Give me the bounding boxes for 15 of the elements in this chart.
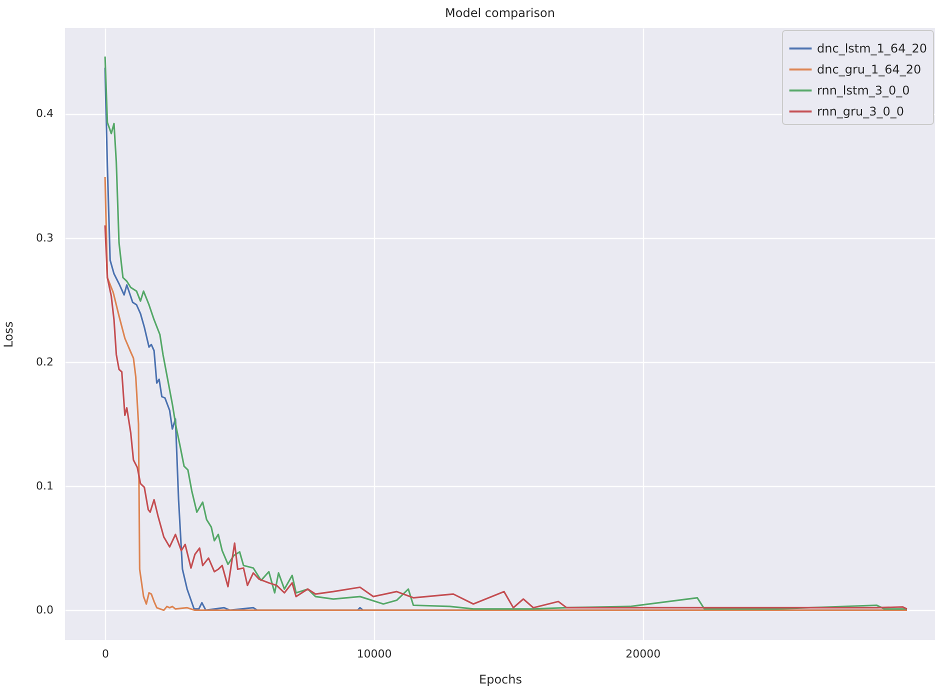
x-tick-label: 20000 — [626, 648, 661, 660]
y-axis-title: Loss — [2, 321, 16, 348]
x-tick-label: 0 — [102, 648, 110, 660]
y-tick-label: 0.3 — [36, 231, 54, 244]
y-tick-label: 0.4 — [36, 107, 54, 120]
legend-label: rnn_gru_3_0_0 — [817, 104, 904, 118]
y-tick-label: 0.0 — [36, 604, 54, 617]
chart-title: Model comparison — [445, 6, 555, 20]
y-tick-label: 0.1 — [36, 480, 54, 493]
x-tick-label: 10000 — [356, 648, 392, 660]
y-tick-label: 0.2 — [36, 355, 54, 368]
legend-label: rnn_lstm_3_0_0 — [817, 84, 910, 98]
legend-label: dnc_lstm_1_64_20 — [817, 42, 927, 56]
legend-label: dnc_gru_1_64_20 — [817, 62, 922, 76]
x-axis-title: Epochs — [479, 672, 522, 686]
